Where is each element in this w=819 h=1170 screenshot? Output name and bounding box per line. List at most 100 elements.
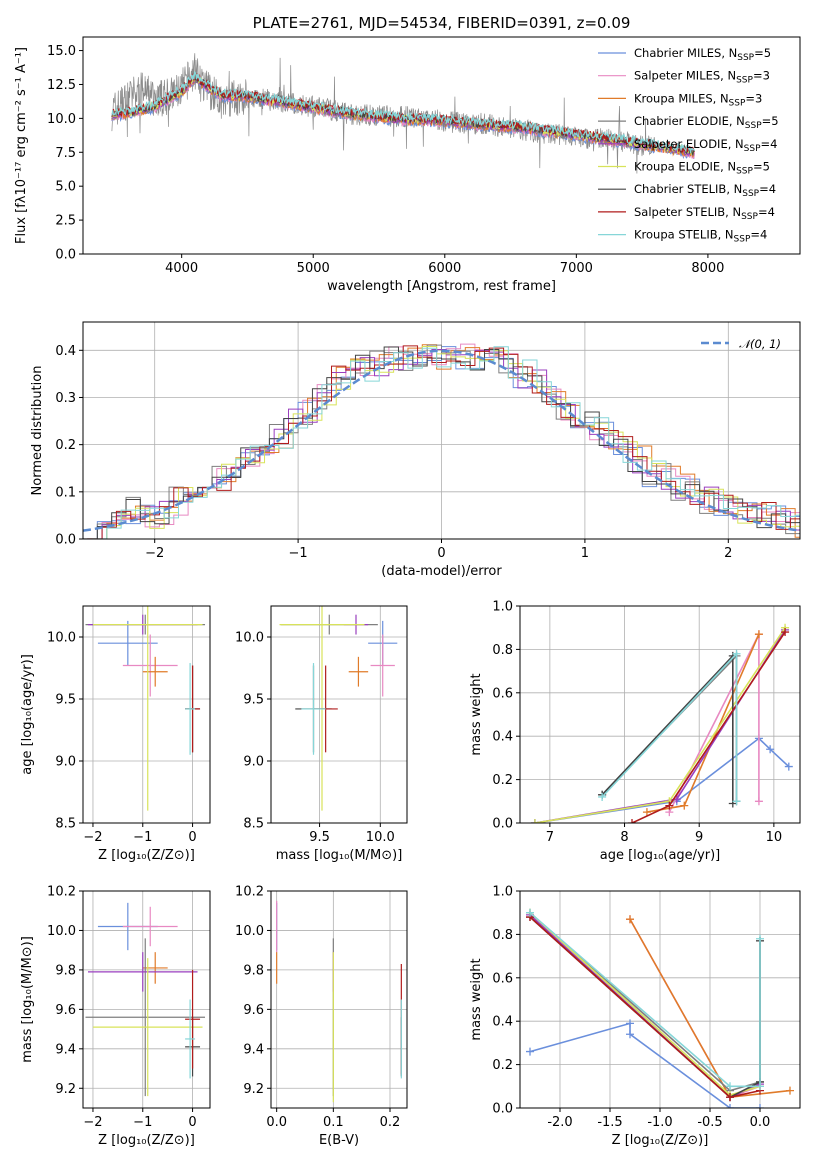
axes-frame xyxy=(270,890,408,1109)
weight-line-kroupa-elodie xyxy=(529,912,761,1096)
y-tick-label: 9.6 xyxy=(55,1003,76,1018)
errorbar-kroupa-miles xyxy=(348,656,369,687)
weight-marker xyxy=(732,649,741,658)
y-tick-label: 0.8 xyxy=(492,928,513,943)
y-axis-label: Flux [fλ10⁻¹⁷ erg cm⁻² s⁻¹ A⁻¹] xyxy=(14,47,29,244)
errorbar-kroupa-elodie xyxy=(92,958,203,1097)
y-tick-label: 0.2 xyxy=(492,1058,513,1073)
weight-marker xyxy=(626,1019,634,1028)
x-tick-label: 7000 xyxy=(560,261,593,276)
errorbar-kroupa-stelib xyxy=(301,663,326,755)
weight-marker xyxy=(732,797,741,806)
errorbar-salpeter-miles xyxy=(370,634,395,697)
errorbar-salpeter-miles xyxy=(122,906,178,947)
x-tick-label: −2 xyxy=(83,830,102,845)
y-tick-label: 9.2 xyxy=(55,1082,76,1097)
axes-frame xyxy=(82,605,211,824)
errorbar-kroupa-stelib xyxy=(185,663,196,755)
y-tick-label: 9.0 xyxy=(243,755,264,770)
weight-line-salpeter-stelib xyxy=(631,631,786,823)
errorbar-kroupa-stelib xyxy=(185,999,196,1079)
errorbar-kroupa-miles xyxy=(142,952,168,984)
y-tick-label: 9.6 xyxy=(243,1003,264,1018)
x-tick-label: −1 xyxy=(133,1115,152,1130)
x-tick-label: 10.0 xyxy=(366,830,395,845)
y-tick-label: 0.0 xyxy=(492,817,513,832)
x-axis-label: Z [log₁₀(Z/Z⊙)] xyxy=(612,1133,709,1148)
plot-area-spectrum xyxy=(111,53,696,174)
x-tick-label: -2.0 xyxy=(547,1115,572,1130)
x-tick-label: 0 xyxy=(188,1115,196,1130)
y-tick-label: 0.2 xyxy=(55,438,76,453)
y-tick-label: 10.0 xyxy=(235,631,264,646)
x-tick-label: -1.5 xyxy=(597,1115,622,1130)
plot-area-mass_vs_Z xyxy=(85,902,206,1097)
weight-marker xyxy=(642,808,651,817)
y-tick-label: 2.5 xyxy=(55,214,76,229)
weight-marker xyxy=(598,792,607,801)
y-tick-label: 0.0 xyxy=(492,1102,513,1117)
model-spectrum-kroupa-stelib xyxy=(111,70,695,154)
x-tick-label: -0.5 xyxy=(697,1115,722,1130)
errorbar-chabrier-miles xyxy=(97,620,158,666)
x-tick-label: 0.0 xyxy=(750,1115,771,1130)
normal-curve xyxy=(83,349,800,532)
y-tick-label: 10.0 xyxy=(47,924,76,939)
chart-title: PLATE=2761, MJD=54534, FIBERID=0391, z=0… xyxy=(253,14,631,32)
plot-area-mass_vs_ebv xyxy=(276,900,402,1103)
y-axis-label: mass weight xyxy=(469,958,484,1040)
x-tick-label: −1 xyxy=(289,546,308,561)
x-tick-label: 0 xyxy=(437,546,445,561)
plot-area-mass_weight_vs_age xyxy=(530,623,793,823)
x-axis-label: (data-model)/error xyxy=(381,564,502,579)
weight-marker xyxy=(526,1047,534,1056)
x-tick-label: 0.2 xyxy=(380,1115,401,1130)
weight-marker xyxy=(628,819,636,823)
errorbar-kroupa-miles xyxy=(142,656,168,687)
hist-chabrier-stelib xyxy=(83,346,800,539)
weight-marker xyxy=(756,1082,764,1091)
y-tick-label: 9.4 xyxy=(243,1042,264,1057)
y-tick-label: 0.1 xyxy=(55,485,76,500)
weight-line-kroupa-stelib xyxy=(529,912,761,1088)
hist-salpeter-stelib xyxy=(87,345,800,539)
axes-frame xyxy=(519,890,801,1109)
axes-frame xyxy=(519,605,801,824)
y-tick-label: 10.0 xyxy=(47,631,76,646)
y-tick-label: 9.5 xyxy=(55,693,76,708)
axes-frame xyxy=(82,890,211,1109)
x-tick-label: 1 xyxy=(581,546,589,561)
errorbar-salpeter-elodie xyxy=(87,952,198,992)
legend-entry: Kroupa STELIB, NSSP=4 xyxy=(634,228,767,245)
y-tick-label: 10.0 xyxy=(47,112,76,127)
y-tick-label: 0.2 xyxy=(492,773,513,788)
y-tick-label: 12.5 xyxy=(47,78,76,93)
legend-entry: Kroupa MILES, NSSP=3 xyxy=(634,91,762,108)
hist-kroupa-elodie xyxy=(91,346,800,539)
axes-mass_weight_vs_age: 7 8 9 10 0.0 0.2 0.4 0.6 0.8 1.0 age [log₁₀(age/yr… xyxy=(469,600,801,863)
y-tick-label: 10.2 xyxy=(235,885,264,900)
x-axis-label: E(B-V) xyxy=(319,1133,359,1148)
legend-entry: Chabrier MILES, NSSP=5 xyxy=(634,46,771,63)
weight-marker xyxy=(786,1086,794,1095)
x-axis-label: Z [log₁₀(Z/Z⊙)] xyxy=(98,848,195,863)
legend-entry: Salpeter ELODIE, NSSP=4 xyxy=(634,137,777,154)
weight-line-chabrier-miles xyxy=(529,1022,760,1108)
x-axis-label: wavelength [Angstrom, rest frame] xyxy=(327,279,556,294)
x-tick-label: 0 xyxy=(188,830,196,845)
weight-marker xyxy=(626,915,634,924)
y-axis-label: mass [log₁₀(M/M⊙)] xyxy=(20,936,35,1063)
weight-line-chabrier-elodie xyxy=(529,912,761,1092)
legend-entry: Chabrier ELODIE, NSSP=5 xyxy=(634,114,779,131)
weight-marker xyxy=(781,628,790,637)
axes-age_vs_mass: 9.5 10.0 8.5 9.0 9.5 10.0 mass [log₁₀(M/M⊙)] xyxy=(235,605,408,863)
weight-marker xyxy=(784,762,793,771)
y-tick-label: 0.0 xyxy=(55,533,76,548)
x-tick-label: 0.1 xyxy=(323,1115,344,1130)
y-tick-label: 0.4 xyxy=(492,1015,513,1030)
y-tick-label: 0.3 xyxy=(55,391,76,406)
y-tick-label: 9.2 xyxy=(243,1082,264,1097)
weight-marker xyxy=(754,797,763,806)
axes-spectrum: 4000 5000 6000 7000 8000 0.0 2.5 5.0 7.5 10.0 12.5… xyxy=(14,14,801,294)
x-tick-label: 0.0 xyxy=(266,1115,287,1130)
